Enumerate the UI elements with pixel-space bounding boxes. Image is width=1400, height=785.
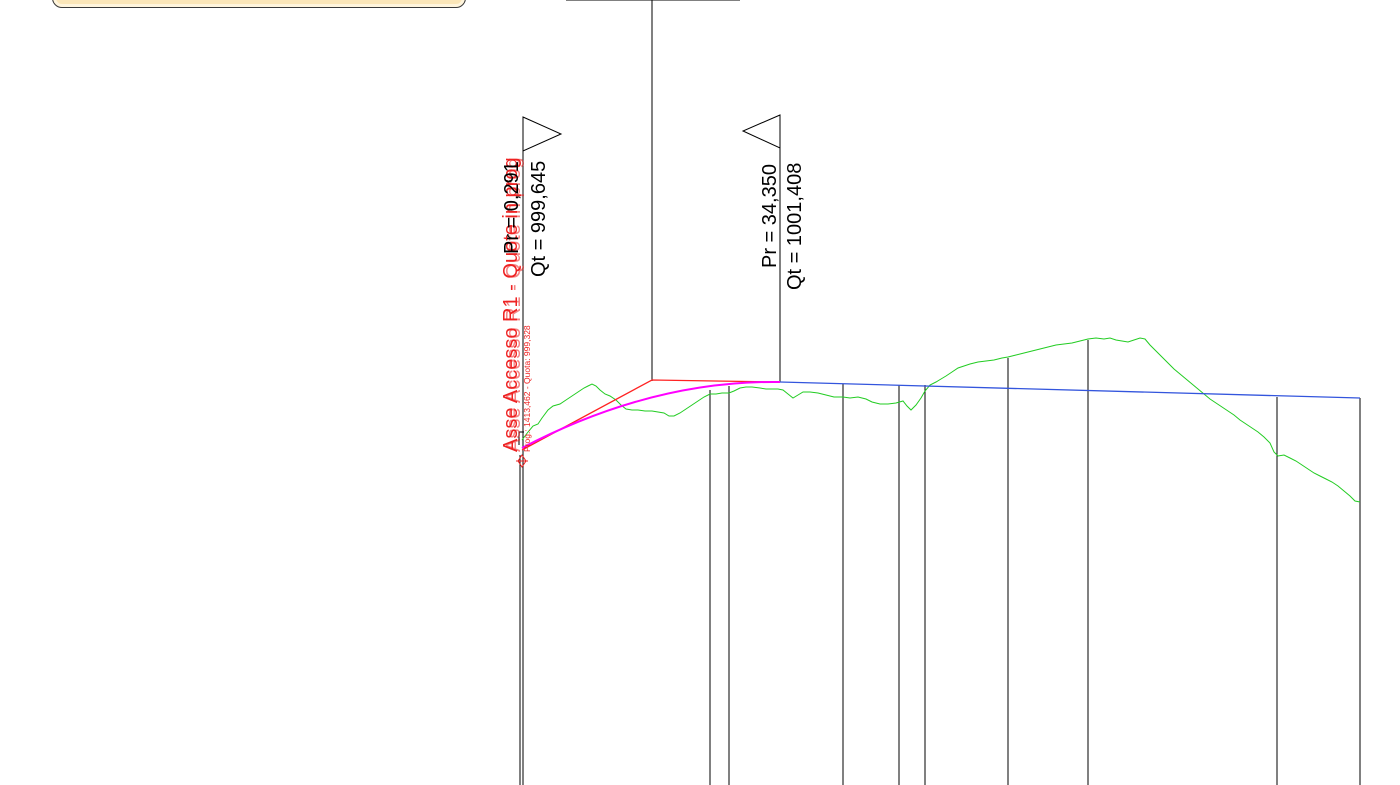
right-vertex-pr-label: Pr = 34,350 bbox=[759, 164, 781, 268]
axis-title-label-echo: Asse Accesso R1 - Quote in prog bbox=[503, 157, 525, 452]
tangent-lines bbox=[521, 379, 781, 451]
section-lines bbox=[709, 340, 1361, 785]
left-vertex-qt-label: Qt = 999,645 bbox=[528, 161, 550, 277]
axis-title-label: Asse Accesso R1 - Quote in prog bbox=[500, 157, 522, 452]
start-tick-marks bbox=[518, 431, 524, 445]
terrain-profile bbox=[521, 337, 1361, 503]
left-marker-triangle bbox=[522, 116, 563, 152]
axis-detail-label: Prog.: 1413,462 - Quota: 999,328 bbox=[522, 325, 532, 452]
left-vertex-pr-label: Pr = 0,291 bbox=[501, 161, 523, 254]
project-grade-line bbox=[779, 381, 1361, 399]
vertical-curve bbox=[521, 380, 781, 449]
right-vertex-qt-label: Qt = 1001,408 bbox=[784, 163, 806, 290]
right-marker-triangle bbox=[741, 114, 781, 149]
start-point-marker bbox=[516, 454, 528, 468]
